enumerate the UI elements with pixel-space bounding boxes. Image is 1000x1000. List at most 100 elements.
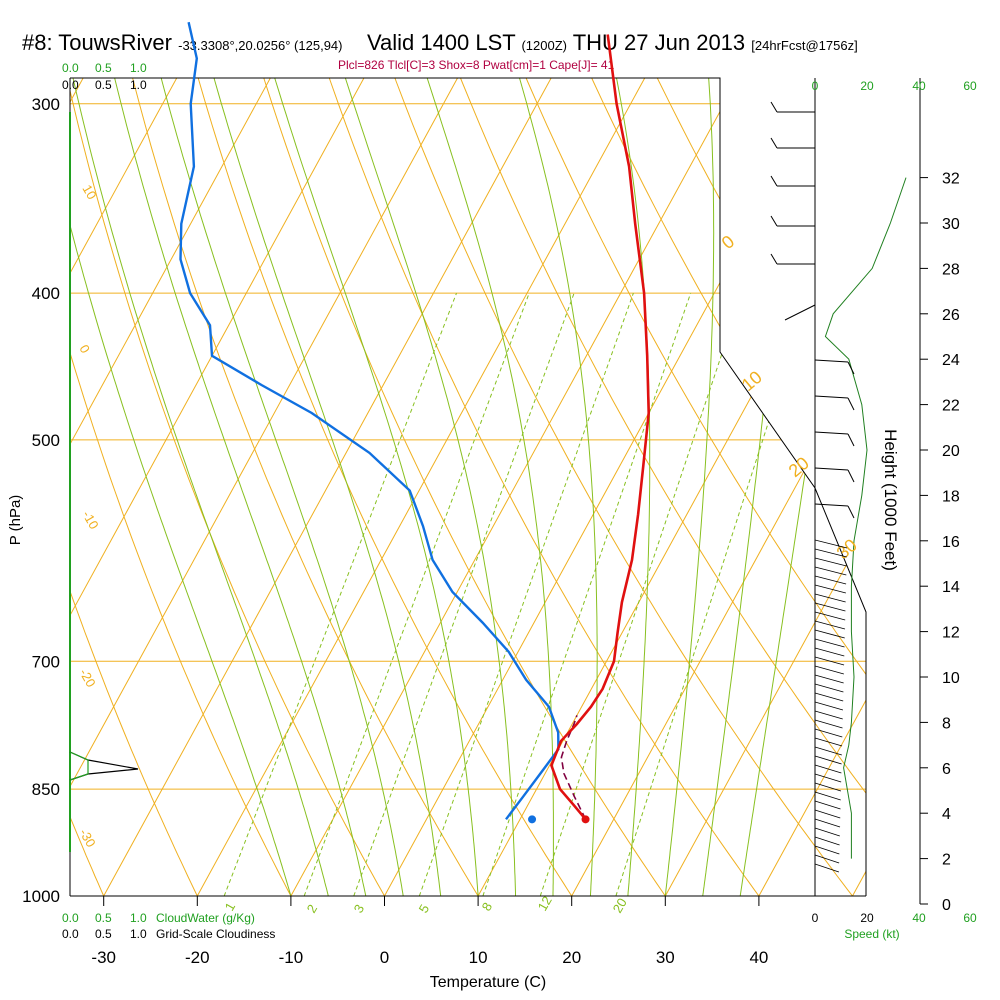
wind-barb-staff: [784, 304, 816, 321]
wind-barb-flag: [847, 397, 855, 411]
wind-barb-staff: [814, 728, 843, 738]
wind-barb: [814, 638, 845, 648]
x-tick-label: -30: [91, 948, 116, 967]
wind-barb: [814, 728, 843, 738]
wind-barb-staff: [814, 620, 846, 630]
wind-barb: [814, 602, 846, 612]
wind-barb-staff: [814, 755, 842, 765]
wind-speed-bottom-label: 60: [963, 911, 977, 925]
station-name: #8: TouwsRiver: [22, 30, 172, 55]
x-axis-label: Temperature (C): [430, 974, 546, 991]
wind-barb: [814, 431, 855, 447]
mixing-ratio-label: 5: [416, 902, 433, 916]
dry-adiabat-line: [227, 78, 689, 896]
wind-barb-staff: [814, 683, 844, 693]
isotherm-line: [664, 78, 866, 896]
wind-barb-staff: [814, 503, 849, 507]
wind-barb: [814, 593, 846, 603]
wind-barb: [814, 764, 842, 774]
isotherm-label: -10: [79, 508, 101, 532]
wind-barb-flag: [847, 505, 855, 519]
top-scale-label-black: 0.5: [95, 78, 112, 92]
top-scale-label-green: 1.0: [130, 61, 147, 75]
wind-barb-staff: [814, 809, 841, 819]
wind-barb: [814, 611, 846, 621]
wind-speed-bottom-label: 0: [812, 911, 819, 925]
wind-barb: [814, 791, 841, 801]
wind-barb-flag: [770, 137, 778, 149]
wind-barb-staff: [814, 584, 846, 594]
wind-barb: [814, 854, 840, 864]
wind-barb: [814, 710, 843, 720]
x-tick-label: -20: [185, 948, 210, 967]
wind-barb: [814, 701, 844, 711]
data-series: [69, 21, 907, 859]
right-boundary: [70, 77, 867, 896]
dry-adiabat-line: [352, 78, 866, 896]
isotherm-line: [290, 78, 791, 896]
pressure-tick-label: 400: [32, 284, 60, 303]
height-tick-label: 30: [942, 216, 960, 233]
sounding-stats: Plcl=826 Tlcl[C]=3 Shox=8 Pwat[cm]=1 Cap…: [338, 58, 615, 72]
top-scale-label-black: 1.0: [130, 78, 147, 92]
bottom-scale-label-black: 1.0: [130, 927, 147, 941]
x-tick-label: 30: [656, 948, 675, 967]
height-tick-label: 24: [942, 352, 960, 369]
wind-barb: [814, 719, 843, 729]
wind-barb: [814, 827, 840, 837]
wind-barb-staff: [814, 467, 849, 471]
isotherm-line: [103, 78, 604, 896]
wind-barb-staff: [814, 593, 846, 603]
isotherm-line: [852, 78, 866, 896]
dry-adiabat-line: [70, 78, 119, 896]
wind-barb-staff: [814, 575, 847, 585]
dry-adiabat-line: [70, 78, 309, 896]
wind-speed-top-label: 0: [812, 79, 819, 93]
wind-barb-flag: [770, 101, 778, 113]
cloudiness-label: Grid-Scale Cloudiness: [156, 927, 275, 941]
y-axis-label: P (hPa): [7, 495, 24, 546]
height-tick-label: 10: [942, 670, 960, 687]
height-tick-label: 20: [942, 443, 960, 460]
wind-barb: [814, 674, 844, 684]
wind-barb-staff: [814, 638, 845, 648]
wind-barb-staff: [814, 719, 843, 729]
wind-barb-staff: [814, 845, 840, 855]
mixing-ratio-line: [303, 292, 530, 896]
wind-barb: [814, 539, 848, 549]
wind-barb: [814, 584, 846, 594]
zulu-time: (1200Z): [521, 38, 567, 53]
wind-barb-staff: [814, 395, 849, 399]
isotherm-line: [758, 78, 866, 896]
dry-adiabat-line: [476, 78, 866, 896]
isotherm-line: [70, 78, 229, 896]
isotherm-line: [384, 78, 866, 896]
dry-adiabat-line: [165, 78, 594, 896]
wind-barb: [814, 548, 847, 558]
mixing-ratio-line: [353, 292, 575, 896]
height-tick-label: 22: [942, 398, 960, 415]
wind-speed-bottom-label: 40: [912, 911, 926, 925]
moist-adiabat-line: [188, 78, 442, 896]
wind-barb-staff: [814, 827, 840, 837]
height-tick-label: 0: [942, 897, 951, 914]
wind-speed-top-label: 20: [860, 79, 874, 93]
dry-adiabat-line: [103, 78, 499, 896]
wind-barb-flag: [770, 215, 778, 227]
wind-barb: [814, 620, 846, 630]
moist-adiabat-line: [315, 78, 516, 896]
chart-title: #8: TouwsRiver -33.3308°,20.0256° (125,9…: [22, 30, 858, 56]
wind-barb-staff: [814, 800, 841, 810]
wind-barb: [814, 575, 847, 585]
x-tick-label: 40: [749, 948, 768, 967]
wind-barb-staff: [814, 359, 849, 363]
wind-barb: [770, 175, 815, 187]
bottom-scale-label-green: 0.0: [62, 911, 79, 925]
isotherm-label: 10: [79, 182, 99, 202]
height-axis-label: Height (1000 Feet): [881, 429, 900, 571]
dry-adiabat-line: [538, 78, 866, 896]
mixing-ratio-line: [482, 292, 692, 896]
mixing-ratio-line: [615, 292, 811, 896]
wind-barb-staff: [814, 665, 844, 675]
